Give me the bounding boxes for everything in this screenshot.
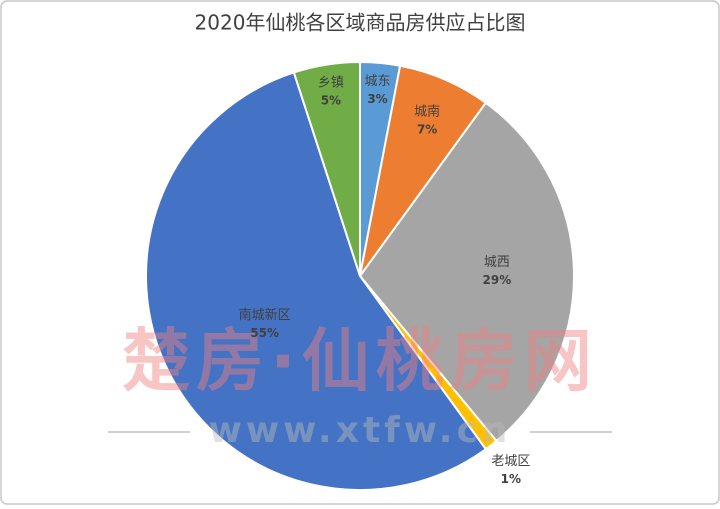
slice-name: 城西 xyxy=(484,255,510,270)
pie-slice xyxy=(358,101,575,443)
watermark: 楚房·仙桃房网 www.xtfw.cn xyxy=(108,323,612,451)
slice-name: 城南 xyxy=(414,103,440,119)
watermark-url: www.xtfw.cn xyxy=(209,410,512,451)
slice-name: 老城区 xyxy=(491,454,530,469)
pie-slice xyxy=(145,71,488,491)
slice-name: 乡镇 xyxy=(318,76,344,91)
slice-name: 城东 xyxy=(365,74,391,89)
slice-value: 7% xyxy=(417,122,437,136)
slice-value: 3% xyxy=(367,92,387,106)
labels: 城东 3% 城南 7% 城西 29% 老城区 1% 南城新区 55% 乡镇 5% xyxy=(239,74,531,486)
slice-name: 南城新区 xyxy=(239,307,291,323)
chart-title: 2020年仙桃各区域商品房供应占比图 xyxy=(195,11,526,35)
pie xyxy=(145,60,575,491)
slice-value: 29% xyxy=(483,273,512,287)
slice-value: 1% xyxy=(501,472,521,486)
watermark-text: 楚房·仙桃房网 xyxy=(122,323,598,402)
slice-value: 5% xyxy=(321,94,341,108)
slice-value: 55% xyxy=(250,326,279,340)
pie-slice xyxy=(292,60,361,277)
